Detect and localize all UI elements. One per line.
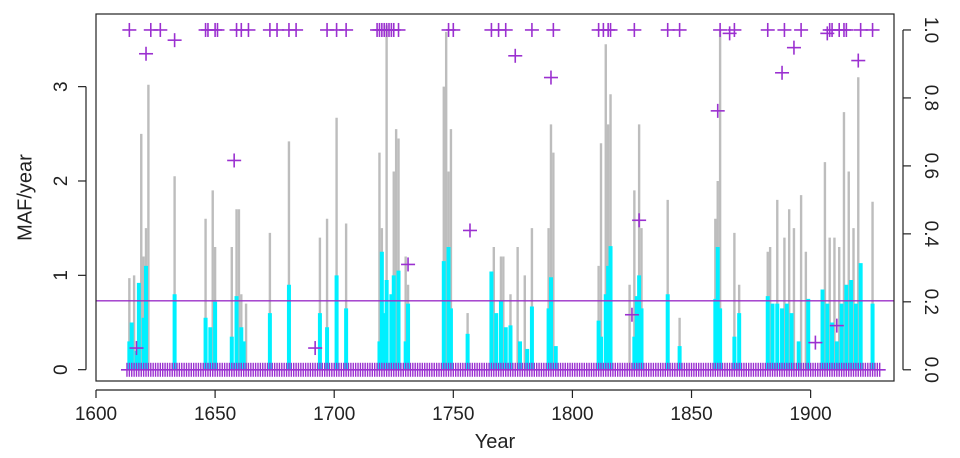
purple-point (851, 53, 866, 68)
purple-point (794, 22, 809, 37)
cyan-series-layer (127, 246, 875, 370)
purple-point (498, 22, 513, 37)
y2-tick-label: 0.8 (920, 85, 941, 111)
y-axis-title: MAF/year (14, 154, 36, 241)
x-axis-title: Year (475, 431, 516, 453)
x-tick-label: 1850 (670, 404, 712, 425)
purple-point (153, 22, 168, 37)
x-tick-label: 1600 (75, 404, 117, 425)
purple-point (289, 22, 304, 37)
purple-point (401, 257, 416, 272)
purple-point (672, 22, 687, 37)
purple-point (808, 335, 823, 350)
y2-tick-label: 1.0 (920, 17, 941, 43)
purple-point (167, 33, 182, 48)
x-tick-label: 1800 (551, 404, 593, 425)
purple-points-layer (122, 22, 880, 356)
purple-point (624, 307, 639, 322)
purple-point (786, 40, 801, 55)
purple-point (713, 22, 728, 37)
x-tick-label: 1650 (194, 404, 236, 425)
purple-point (632, 213, 647, 228)
purple-point (462, 223, 477, 238)
purple-point (760, 22, 775, 37)
purple-point (129, 341, 144, 356)
y2-tick-label: 0.6 (920, 153, 941, 179)
purple-point (829, 318, 844, 333)
y2-tick-label: 0.2 (920, 289, 941, 315)
axes-layer: 1600 1650 1700 1750 1800 1850 1900 0 1 2 3 0.0 0.2 0.… (51, 17, 941, 425)
purple-point (241, 22, 256, 37)
purple-point (777, 22, 792, 37)
y-tick-label: 1 (51, 270, 72, 281)
y2-tick-label: 0.0 (920, 357, 941, 383)
purple-point (543, 70, 558, 85)
purple-point (775, 65, 790, 80)
purple-point (227, 153, 242, 168)
purple-point (865, 22, 880, 37)
y2-tick-label: 0.4 (920, 221, 941, 248)
purple-point (270, 22, 285, 37)
purple-point (710, 103, 725, 118)
purple-point (308, 341, 323, 356)
purple-point (446, 22, 461, 37)
purple-point (524, 22, 539, 37)
x-tick-label: 1700 (313, 404, 355, 425)
purple-point (660, 22, 675, 37)
purple-point (122, 22, 137, 37)
x-tick-label: 1750 (432, 404, 474, 425)
y-tick-label: 2 (51, 176, 72, 187)
purple-point (853, 22, 868, 37)
y-tick-label: 0 (51, 364, 72, 375)
purple-point (139, 46, 154, 61)
purple-point (339, 22, 354, 37)
purple-point (839, 22, 854, 37)
x-tick-label: 1900 (789, 404, 831, 425)
purple-point (210, 22, 225, 37)
purple-point (508, 48, 523, 63)
purple-point (627, 22, 642, 37)
y-tick-label: 3 (51, 81, 72, 92)
purple-point (546, 22, 561, 37)
plot-frame (95, 13, 895, 382)
purple-point (391, 22, 406, 37)
baseline-markers-layer (120, 362, 886, 377)
purple-point (603, 22, 618, 37)
purple-point (727, 22, 742, 37)
